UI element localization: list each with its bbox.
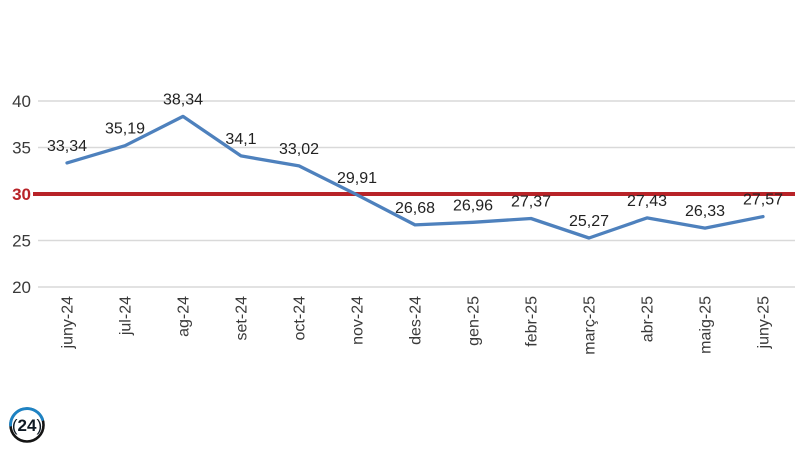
x-tick-label: juny-24 <box>60 296 77 350</box>
data-label: 38,34 <box>163 91 203 108</box>
data-label: 26,68 <box>395 200 435 217</box>
logo-blue-arc <box>9 407 44 427</box>
logo-324: (24) <box>9 407 45 443</box>
x-tick-label: set-24 <box>234 296 251 341</box>
logo-paren-right: ) <box>36 416 42 435</box>
reference-tick-label: 30 <box>12 185 31 204</box>
data-label: 33,02 <box>279 141 319 158</box>
x-tick-label: oct-24 <box>292 296 309 341</box>
x-tick-label: maig-25 <box>698 296 715 354</box>
x-tick-label: nov-24 <box>350 296 367 345</box>
data-label: 25,27 <box>569 213 609 230</box>
x-tick-label: gen-25 <box>466 296 483 346</box>
data-label: 27,37 <box>511 193 551 210</box>
data-label: 33,34 <box>47 138 87 155</box>
logo-text: (24) <box>12 416 42 435</box>
x-tick-label: juny-25 <box>756 296 773 350</box>
data-label: 26,33 <box>685 203 725 220</box>
data-label: 27,57 <box>743 192 783 209</box>
x-tick-label: ag-24 <box>176 296 193 337</box>
data-label: 26,96 <box>453 197 493 214</box>
data-label: 34,1 <box>225 131 256 148</box>
y-tick-label: 35 <box>12 139 31 158</box>
x-tick-label: des-24 <box>408 296 425 345</box>
y-tick-label: 40 <box>12 92 31 111</box>
series-line <box>65 114 765 240</box>
logo-paren-left: ( <box>12 416 18 435</box>
x-tick-label: abr-25 <box>640 296 657 342</box>
data-label: 27,43 <box>627 193 667 210</box>
data-label: 29,91 <box>337 170 377 187</box>
y-tick-label: 20 <box>12 278 31 297</box>
logo-number: 24 <box>18 416 37 435</box>
data-label: 35,19 <box>105 121 145 138</box>
x-tick-label: febr-25 <box>524 296 541 347</box>
x-tick-label: març-25 <box>582 296 599 355</box>
x-tick-label: jul-24 <box>118 296 135 336</box>
y-tick-label: 25 <box>12 232 31 251</box>
